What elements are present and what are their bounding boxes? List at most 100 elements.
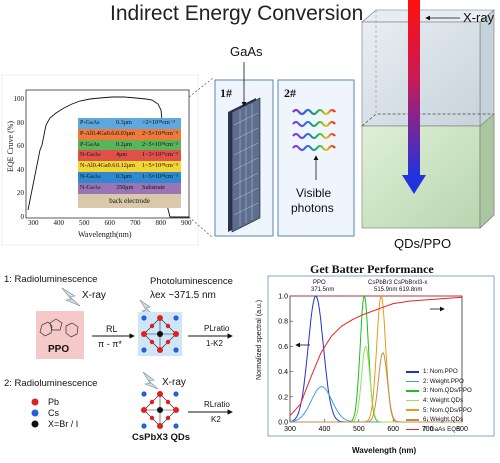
layer-name: N-Al0.4Ga0.6As <box>80 162 116 170</box>
perf-xtick: 700 <box>422 426 434 433</box>
legend-item: 2: Weight.PPO <box>406 377 472 387</box>
perf-series-line <box>289 296 463 417</box>
photolum-label: Photoluminescence <box>150 276 233 287</box>
legend-label: 1: Nom.PPO <box>423 368 458 376</box>
eqe-plot-frame <box>25 89 190 219</box>
visible-label: Visible <box>296 186 332 200</box>
mechanism-diagram <box>31 287 233 429</box>
peak-qd-vals: 515.9nm 619.8nm <box>374 287 423 293</box>
perf-ytick: 0.0 <box>278 420 288 427</box>
layer-stack: P-GaAs 0.3μm >2×10¹⁸cm⁻³ P-Al0.4Ga0.6As0.03… <box>78 118 181 208</box>
layer-dop: 2~5×10¹⁸cm⁻³ <box>142 129 178 137</box>
legend-label: 2: Weight.PPO <box>423 377 464 385</box>
layer-thick: 0.3μm <box>116 119 132 126</box>
legend-x-dot <box>31 420 39 428</box>
photons-box <box>277 79 355 237</box>
perf-ytick: 1.0 <box>278 294 288 301</box>
layer-row: N-GaAs 4μm 1~3×10¹⁷cm⁻³ <box>78 150 181 162</box>
lightning-icon <box>142 371 159 390</box>
perf-ylabel: Normalized spectral (a.u.) <box>256 299 263 380</box>
rlratio-label: RLratio <box>204 400 230 409</box>
legend-swatch <box>406 399 419 402</box>
layer-dop: 2~5×10¹⁸cm⁻³ <box>142 140 178 148</box>
legend-swatch <box>406 428 419 431</box>
legend-label: 7: GaAs EQE <box>423 425 461 433</box>
xray-label: X-ray <box>463 10 495 25</box>
lambda-ex-label: λex ~371.5 nm <box>150 290 216 301</box>
layer-thick: 4μm <box>116 151 128 159</box>
legend-item: 3: Nom.QDs/PPO <box>406 386 472 396</box>
eqe-xtick: 800 <box>155 219 167 227</box>
gaas-label: GaAs <box>230 44 263 59</box>
legend-item: 4: Weight.QDs <box>406 396 472 406</box>
eqe-ytick: 40 <box>17 165 24 174</box>
eqe-xlabel: Wavelength(nm) <box>78 230 132 239</box>
eqe-ytick: 60 <box>17 142 24 151</box>
crystal-lattice-2 <box>141 391 179 429</box>
perf-xtick: 400 <box>319 426 331 433</box>
legend-cs-dot <box>31 409 39 417</box>
eqe-xtick: 600 <box>104 219 116 227</box>
qd-ppo-label: QDs/PPO <box>394 236 452 251</box>
rl-label: RL <box>106 324 118 334</box>
step1-label: 1# <box>220 86 232 100</box>
layer-dop: Substrate <box>142 183 166 191</box>
layer-row: P-Al0.4Ga0.6As0.03μm 2~5×10¹⁸cm⁻³ <box>78 128 181 140</box>
legend-item: 7: GaAs EQE <box>406 425 472 435</box>
perf-xtick: 500 <box>353 426 365 433</box>
peak-qd: CsPbBr3 CsPbBrxI3-x <box>368 280 428 286</box>
eqe-ytick: 80 <box>17 118 24 127</box>
k2b-label: K2 <box>211 415 221 424</box>
legend-swatch <box>406 409 419 411</box>
layer-name: P-GaAs <box>80 119 100 126</box>
legend-item: 1: Nom.PPO <box>406 367 472 377</box>
eqe-xtick: 500 <box>79 219 90 227</box>
photons-label: photons <box>291 201 334 215</box>
layer-row: N-Al0.4Ga0.6As0.12μm 1~5×10¹⁸cm⁻³ <box>78 161 181 172</box>
legend-x: X=Br / I <box>48 419 79 429</box>
layer-thick: 0.3μm <box>116 172 132 180</box>
layer-thick: 0.03μm <box>116 129 135 137</box>
legend-item: 6: Weight.QDs <box>406 415 472 425</box>
eqe-xtick: 900 <box>181 219 192 227</box>
legend-swatch <box>406 380 419 383</box>
perf-ytick: 0.6 <box>278 344 288 351</box>
perf-series-line <box>290 351 462 423</box>
layer-dop: 1~3×10¹⁷cm⁻³ <box>142 151 178 159</box>
eqe-xtick: 400 <box>53 219 65 227</box>
layer-name: P-GaAs <box>80 140 100 148</box>
step2-radio: 2: Radioluminescence <box>4 378 98 389</box>
eqe-xtick: 700 <box>130 219 141 227</box>
perf-plot: 300 400 500 600 700 800 0.0 0.2 0.4 0.6 0.8 1.0 <box>278 294 468 434</box>
legend-item: 5: Nom.QDs/PPO <box>406 405 472 415</box>
layer-thick: 0.12μm <box>116 162 135 170</box>
xray2-label: X-ray <box>162 377 186 388</box>
legend-label: 6: Weight.QDs <box>423 416 464 424</box>
crystal-lattice-1 <box>141 315 179 353</box>
layer-dop: 1~5×10¹⁸cm⁻³ <box>142 162 178 170</box>
peak-ppo: PPO <box>313 280 326 286</box>
perf-legend: 1: Nom.PPO 2: Weight.PPO 3: Nom.QDs/PPO 4: … <box>406 367 472 434</box>
layer-name: N-GaAs <box>80 172 101 180</box>
plratio-label: PLratio <box>204 324 230 333</box>
layer-thick: 350μm <box>116 183 134 191</box>
step1-radio: 1: Radioluminescence <box>4 274 98 285</box>
legend-swatch <box>406 390 419 392</box>
layer-row: P-GaAs 0.3μm >2×10¹⁸cm⁻³ <box>78 118 181 129</box>
perf-xtick: 600 <box>387 426 399 433</box>
k2a-label: 1-K2 <box>206 339 223 348</box>
layer-row: P-GaAs 0.2μm 2~5×10¹⁸cm⁻³ <box>78 139 181 151</box>
legend-pb-dot <box>31 398 39 406</box>
legend-swatch <box>406 418 419 421</box>
legend-pb: Pb <box>48 397 60 407</box>
legend-label: 5: Nom.QDs/PPO <box>423 406 472 414</box>
perf-xlabel: Wavelength (nm) <box>352 446 417 455</box>
layer-row: N-GaAs 0.3μm 1~5×10¹⁸cm⁻³ <box>78 171 181 183</box>
qds-label: CsPbX3 QDs <box>132 432 191 443</box>
layer-dop: >2×10¹⁸cm⁻³ <box>142 119 175 126</box>
lightning-icon <box>61 287 81 307</box>
perf-ytick: 0.2 <box>278 394 288 401</box>
gaas-cell-box <box>214 62 274 237</box>
legend-label: 4: Weight.QDs <box>423 397 464 405</box>
perf-ytick: 0.8 <box>278 319 288 326</box>
